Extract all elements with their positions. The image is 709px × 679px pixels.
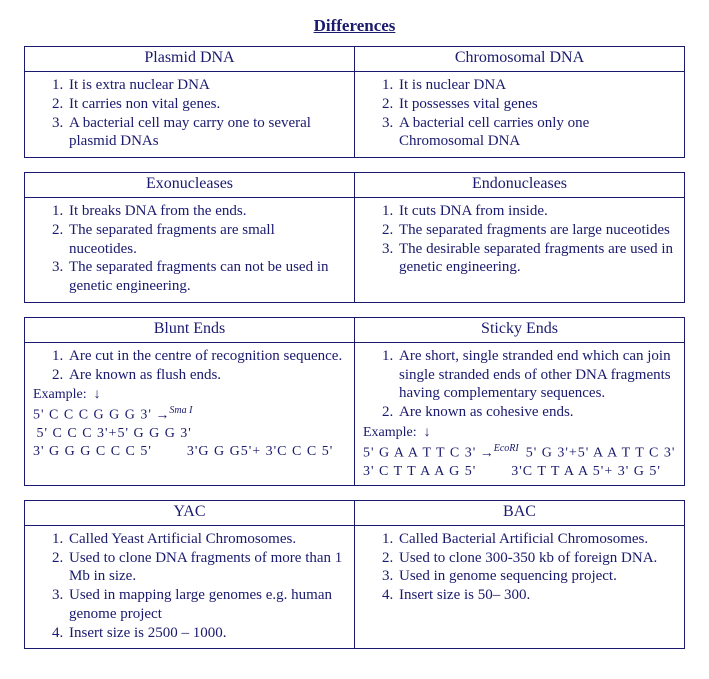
seq-text: 3' C T T A A G 5' <box>363 464 476 479</box>
table1-right-cell: It is nuclear DNA It possesses vital gen… <box>355 72 685 158</box>
sticky-example: Example: ↓ 5' G A A T T C 3' →EcoRI 5' G… <box>363 424 676 481</box>
table3-right-header: Sticky Ends <box>355 317 685 342</box>
table4-right-list: Called Bacterial Artificial Chromosomes.… <box>363 530 676 605</box>
list-item: It is extra nuclear DNA <box>67 76 346 95</box>
seq-text: 5' G 3'+5' A A T T C 3' <box>526 446 676 461</box>
enzyme-label: Sma I <box>169 405 192 416</box>
list-item: Are short, single stranded end which can… <box>397 347 676 403</box>
table4-right-header: BAC <box>355 500 685 525</box>
list-item: It is nuclear DNA <box>397 76 676 95</box>
list-item: It possesses vital genes <box>397 95 676 114</box>
list-item: Used in genome sequencing project. <box>397 567 676 586</box>
table1-right-list: It is nuclear DNA It possesses vital gen… <box>363 76 676 151</box>
list-item: It carries non vital genes. <box>67 95 346 114</box>
table2-left-header: Exonucleases <box>25 173 355 198</box>
table4-left-cell: Called Yeast Artificial Chromosomes. Use… <box>25 525 355 649</box>
list-item: Used to clone 300-350 kb of foreign DNA. <box>397 549 676 568</box>
seq-text: 3'C T T A A 5'+ 3' G 5' <box>511 464 661 479</box>
blunt-example: Example: ↓ 5' C C C G G G 3' →Sma I 5' C… <box>33 386 346 461</box>
right-arrow-icon: → <box>155 409 169 423</box>
seq-text: 3'G G G5'+ 3'C C C 5' <box>187 444 333 459</box>
table4-left-list: Called Yeast Artificial Chromosomes. Use… <box>33 530 346 643</box>
table2-left-cell: It breaks DNA from the ends. The separat… <box>25 198 355 303</box>
comparison-table-4: YAC BAC Called Yeast Artificial Chromoso… <box>24 500 685 650</box>
seq-text: 5' G A A T T C 3' <box>363 446 476 461</box>
comparison-table-1: Plasmid DNA Chromosomal DNA It is extra … <box>24 46 685 158</box>
list-item: Are known as cohesive ends. <box>397 403 676 422</box>
list-item: Called Bacterial Artificial Chromosomes. <box>397 530 676 549</box>
table2-right-header: Endonucleases <box>355 173 685 198</box>
list-item: Called Yeast Artificial Chromosomes. <box>67 530 346 549</box>
table3-left-list: Are cut in the centre of recognition seq… <box>33 347 346 385</box>
list-item: A bacterial cell carries only one Chromo… <box>397 114 676 152</box>
seq-text: 5' C C C G G G 3' <box>33 408 152 423</box>
right-arrow-icon: → <box>480 447 494 461</box>
table2-right-list: It cuts DNA from inside. The separated f… <box>363 202 676 277</box>
list-item: Insert size is 50– 300. <box>397 586 676 605</box>
list-item: A bacterial cell may carry one to severa… <box>67 114 346 152</box>
table1-left-header: Plasmid DNA <box>25 47 355 72</box>
table2-right-cell: It cuts DNA from inside. The separated f… <box>355 198 685 303</box>
seq-text: 5' C C C 3'+5' G G G 3' <box>37 426 192 441</box>
enzyme-label: EcoRI <box>494 443 519 454</box>
comparison-table-2: Exonucleases Endonucleases It breaks DNA… <box>24 172 685 303</box>
list-item: The separated fragments are small nuceot… <box>67 221 346 259</box>
page-title: Differences <box>24 16 685 36</box>
table1-right-header: Chromosomal DNA <box>355 47 685 72</box>
table4-left-header: YAC <box>25 500 355 525</box>
table3-right-cell: Are short, single stranded end which can… <box>355 342 685 485</box>
table1-left-cell: It is extra nuclear DNA It carries non v… <box>25 72 355 158</box>
table1-left-list: It is extra nuclear DNA It carries non v… <box>33 76 346 151</box>
list-item: It cuts DNA from inside. <box>397 202 676 221</box>
comparison-table-3: Blunt Ends Sticky Ends Are cut in the ce… <box>24 317 685 486</box>
list-item: Used in mapping large genomes e.g. human… <box>67 586 346 624</box>
list-item: The separated fragments are large nuceot… <box>397 221 676 240</box>
list-item: Are known as flush ends. <box>67 366 346 385</box>
list-item: The separated fragments can not be used … <box>67 258 346 296</box>
seq-text: 3' G G G C C C 5' <box>33 444 152 459</box>
table3-left-cell: Are cut in the centre of recognition seq… <box>25 342 355 485</box>
example-label: Example: <box>33 387 87 402</box>
list-item: It breaks DNA from the ends. <box>67 202 346 221</box>
table2-left-list: It breaks DNA from the ends. The separat… <box>33 202 346 296</box>
list-item: Used to clone DNA fragments of more than… <box>67 549 346 587</box>
table4-right-cell: Called Bacterial Artificial Chromosomes.… <box>355 525 685 649</box>
table3-left-header: Blunt Ends <box>25 317 355 342</box>
table3-right-list: Are short, single stranded end which can… <box>363 347 676 422</box>
list-item: The desirable separated fragments are us… <box>397 240 676 278</box>
list-item: Are cut in the centre of recognition seq… <box>67 347 346 366</box>
down-arrow-icon: ↓ <box>90 388 101 402</box>
down-arrow-icon: ↓ <box>420 426 431 440</box>
example-label: Example: <box>363 425 417 440</box>
